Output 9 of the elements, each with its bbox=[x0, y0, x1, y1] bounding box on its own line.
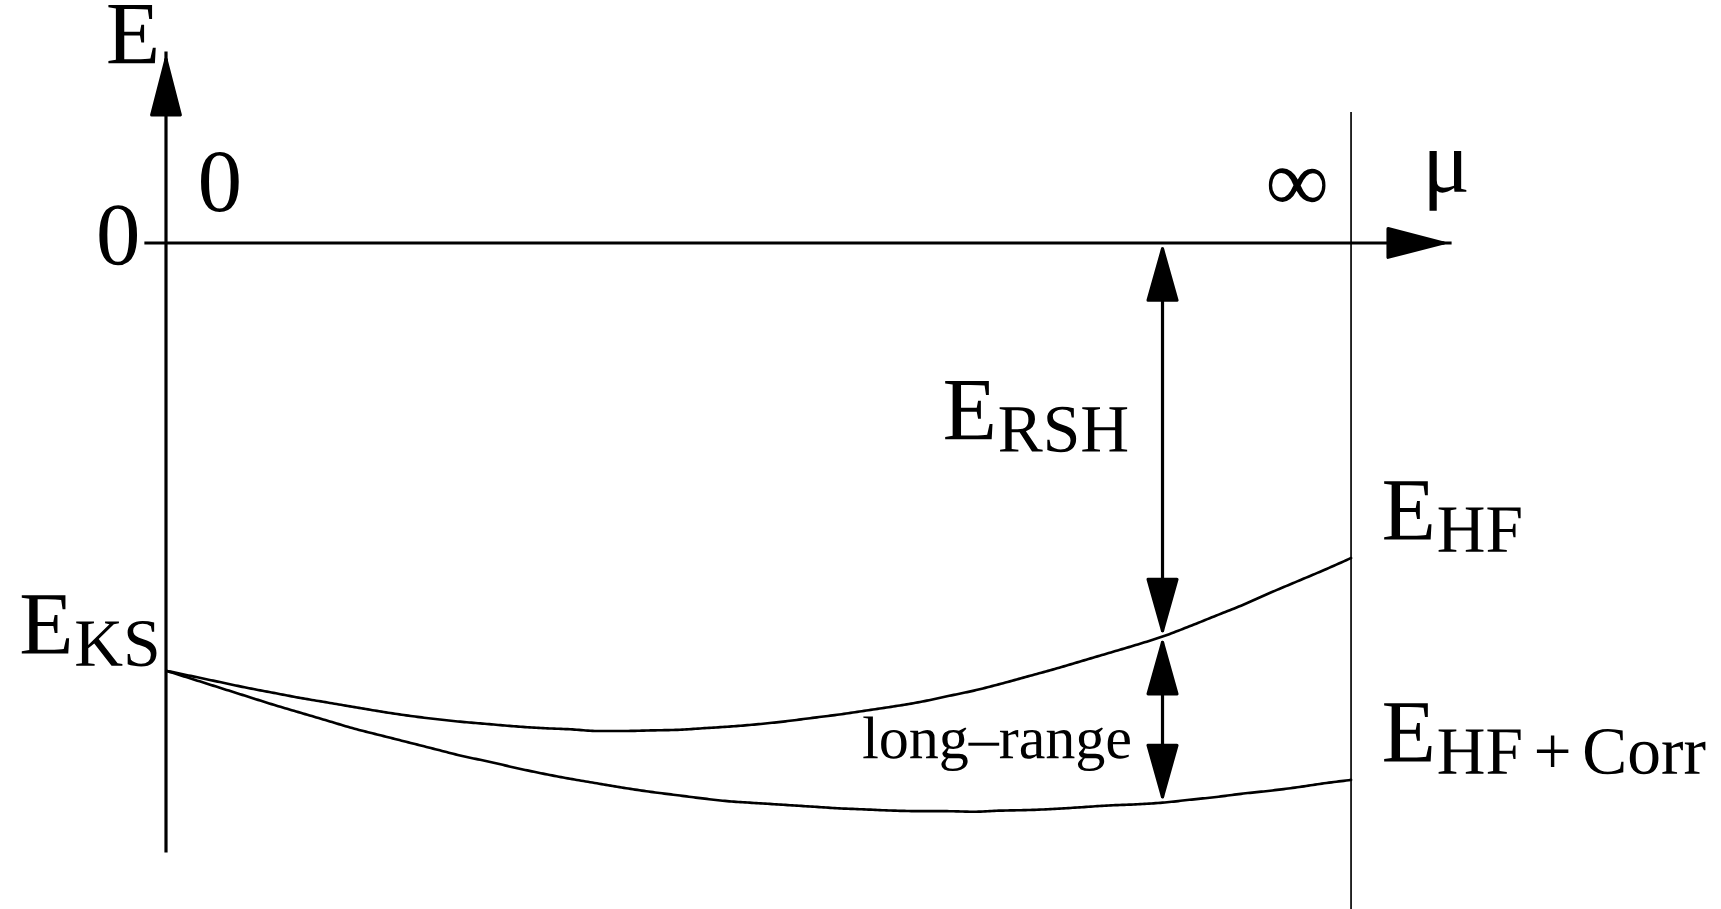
y-axis-title: E bbox=[108, 4, 156, 64]
series-label: E$_{HF}$ bbox=[1384, 481, 1521, 552]
text: 0 bbox=[99, 205, 138, 266]
annotation: E$_{RSH}$ bbox=[945, 381, 1128, 453]
x-axis-title: μ bbox=[1429, 151, 1467, 211]
x-tick-label: ∞ bbox=[1268, 168, 1326, 203]
legend-label: E$_{HF+Corr}$ bbox=[1384, 703, 1706, 775]
annotation: E$_{KS}$ bbox=[21, 595, 157, 667]
annotation: long–range bbox=[863, 716, 1130, 772]
